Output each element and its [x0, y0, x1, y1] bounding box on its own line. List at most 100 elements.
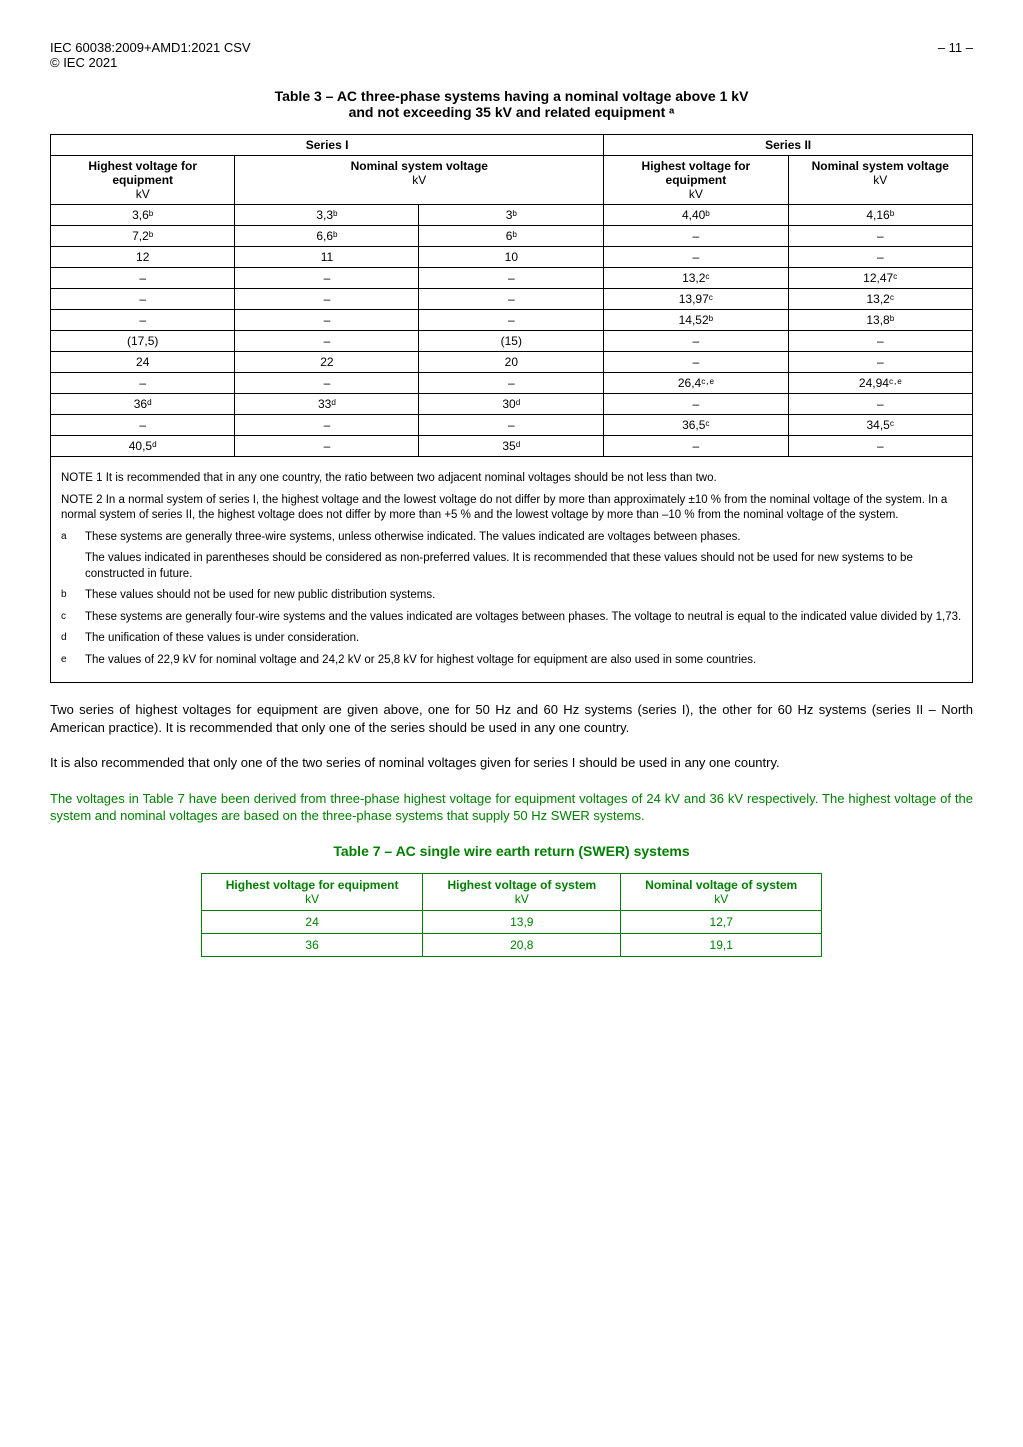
- footnote-text-p2: The values indicated in parentheses shou…: [85, 552, 913, 580]
- table-cell: –: [419, 310, 604, 331]
- col-label: Nominal voltage of system: [645, 878, 797, 892]
- table-cell: 36ᵈ: [51, 394, 235, 415]
- col-hv1: Highest voltage for equipmentkV: [51, 156, 235, 205]
- table-row: 2413,912,7: [201, 910, 821, 933]
- footnote-text: These values should not be used for new …: [85, 588, 962, 604]
- table-cell: 36: [201, 933, 423, 956]
- table-row: 7,2ᵇ6,6ᵇ6ᵇ––: [51, 226, 973, 247]
- table-row: 121110––: [51, 247, 973, 268]
- table-cell: –: [235, 268, 419, 289]
- col-ns2: Nominal system voltagekV: [788, 156, 972, 205]
- body-paragraph-2: It is also recommended that only one of …: [50, 754, 973, 772]
- col-label: Highest voltage for equipment: [226, 878, 399, 892]
- table-cell: 13,2ᶜ: [604, 268, 788, 289]
- table-cell: –: [419, 268, 604, 289]
- table-cell: –: [419, 289, 604, 310]
- footnote-b: b These values should not be used for new…: [61, 588, 962, 604]
- table-cell: –: [604, 436, 788, 457]
- table-cell: 24: [201, 910, 423, 933]
- page-header: IEC 60038:2009+AMD1:2021 CSV © IEC 2021 …: [50, 40, 973, 70]
- table-cell: 20,8: [423, 933, 621, 956]
- table-cell: –: [788, 331, 972, 352]
- unit: kV: [412, 173, 426, 187]
- table-cell: –: [419, 373, 604, 394]
- table-cell: 7,2ᵇ: [51, 226, 235, 247]
- table-row: 3,6ᵇ3,3ᵇ3ᵇ4,40ᵇ4,16ᵇ: [51, 205, 973, 226]
- table3-title-l2: and not exceeding 35 kV and related equi…: [349, 104, 675, 120]
- table-cell: –: [51, 310, 235, 331]
- table3-notes: NOTE 1 It is recommended that in any one…: [50, 457, 973, 683]
- footnote-c: c These systems are generally four-wire s…: [61, 610, 962, 626]
- table-cell: –: [604, 394, 788, 415]
- table-cell: 20: [419, 352, 604, 373]
- footnote-key: c: [61, 610, 75, 626]
- unit: kV: [873, 173, 887, 187]
- footnote-text: These systems are generally four-wire sy…: [85, 610, 962, 626]
- table-row: 242220––: [51, 352, 973, 373]
- table-cell: –: [51, 415, 235, 436]
- col-label: Highest voltage for equipment: [88, 159, 197, 187]
- table3-title-l1: Table 3 – AC three-phase systems having …: [275, 88, 749, 104]
- footnote-text: These systems are generally three-wire s…: [85, 530, 962, 583]
- table-cell: –: [235, 436, 419, 457]
- table-row: –––14,52ᵇ13,8ᵇ: [51, 310, 973, 331]
- table-cell: –: [788, 436, 972, 457]
- header-left: IEC 60038:2009+AMD1:2021 CSV © IEC 2021: [50, 40, 251, 70]
- unit: kV: [689, 187, 703, 201]
- table-cell: –: [788, 394, 972, 415]
- t7-h3: Nominal voltage of systemkV: [621, 873, 822, 910]
- table-cell: –: [235, 373, 419, 394]
- table-cell: 3,6ᵇ: [51, 205, 235, 226]
- footnote-text: The values of 22,9 kV for nominal voltag…: [85, 653, 962, 669]
- table-row: Series I Series II: [51, 135, 973, 156]
- table3: Series I Series II Highest voltage for e…: [50, 134, 973, 457]
- table-cell: –: [235, 289, 419, 310]
- table-cell: –: [788, 247, 972, 268]
- unit: kV: [515, 892, 529, 906]
- t7-h2: Highest voltage of systemkV: [423, 873, 621, 910]
- table-cell: 4,16ᵇ: [788, 205, 972, 226]
- table-row: 3620,819,1: [201, 933, 821, 956]
- table-row: –––13,97ᶜ13,2ᶜ: [51, 289, 973, 310]
- table-cell: –: [235, 415, 419, 436]
- table-cell: –: [51, 373, 235, 394]
- table-cell: –: [235, 310, 419, 331]
- table-cell: 3ᵇ: [419, 205, 604, 226]
- unit: kV: [136, 187, 150, 201]
- series1-header: Series I: [51, 135, 604, 156]
- table-row: –––36,5ᶜ34,5ᶜ: [51, 415, 973, 436]
- table-cell: 4,40ᵇ: [604, 205, 788, 226]
- t7-h1: Highest voltage for equipmentkV: [201, 873, 423, 910]
- footnote-key: e: [61, 653, 75, 669]
- table-cell: –: [604, 331, 788, 352]
- table-cell: 11: [235, 247, 419, 268]
- table-cell: 13,8ᵇ: [788, 310, 972, 331]
- table-cell: 22: [235, 352, 419, 373]
- table-cell: 3,3ᵇ: [235, 205, 419, 226]
- footnote-key: b: [61, 588, 75, 604]
- footnote-d: d The unification of these values is unde…: [61, 631, 962, 647]
- footnote-key: d: [61, 631, 75, 647]
- table-cell: 6,6ᵇ: [235, 226, 419, 247]
- unit: kV: [305, 892, 319, 906]
- table-cell: 12,7: [621, 910, 822, 933]
- doc-id: IEC 60038:2009+AMD1:2021 CSV: [50, 40, 251, 55]
- col-label: Highest voltage of system: [447, 878, 596, 892]
- table7-title: Table 7 – AC single wire earth return (S…: [50, 843, 973, 859]
- table-cell: 19,1: [621, 933, 822, 956]
- col-label: Nominal system voltage: [351, 159, 488, 173]
- table-row: (17,5)–(15)––: [51, 331, 973, 352]
- table-cell: 40,5ᵈ: [51, 436, 235, 457]
- table-cell: (17,5): [51, 331, 235, 352]
- footnote-text: The unification of these values is under…: [85, 631, 962, 647]
- table3-title: Table 3 – AC three-phase systems having …: [50, 88, 973, 120]
- col-label: Nominal system voltage: [812, 159, 949, 173]
- table-cell: 35ᵈ: [419, 436, 604, 457]
- col-ns1: Nominal system voltagekV: [235, 156, 604, 205]
- table-cell: –: [51, 289, 235, 310]
- body-paragraph-1: Two series of highest voltages for equip…: [50, 701, 973, 736]
- note2: NOTE 2 In a normal system of series I, t…: [61, 493, 962, 524]
- table-cell: –: [51, 268, 235, 289]
- table-row: Highest voltage for equipmentkV Highest …: [201, 873, 821, 910]
- table-cell: 30ᵈ: [419, 394, 604, 415]
